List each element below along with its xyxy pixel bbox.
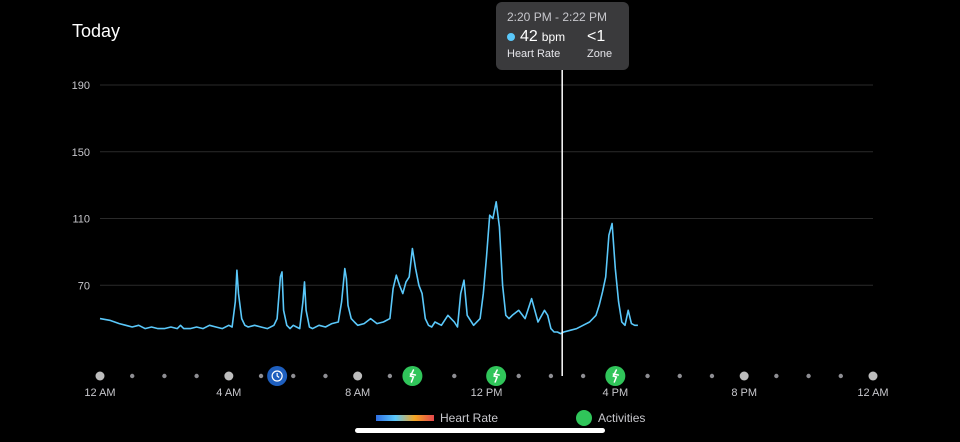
chart-legend: Heart Rate Activities xyxy=(376,410,645,426)
x-tick-label: 4 AM xyxy=(216,387,241,399)
x-tick-label: 4 PM xyxy=(602,387,628,399)
timeline-minor-dot xyxy=(452,373,457,379)
legend-heart-rate: Heart Rate xyxy=(440,411,499,425)
timeline-minor-dot xyxy=(323,373,328,379)
running-icon xyxy=(409,369,417,383)
timeline-minor-dot xyxy=(838,373,843,379)
heart-rate-line xyxy=(99,201,638,335)
timeline-minor-dot xyxy=(258,373,264,379)
tooltip-value-label: Heart Rate xyxy=(507,48,561,60)
activity-marker[interactable] xyxy=(402,366,423,386)
y-tick-label: 150 xyxy=(72,147,90,159)
page-title: Today xyxy=(72,21,121,41)
y-tick-labels: 70 110 150 190 xyxy=(72,80,90,292)
running-icon xyxy=(612,369,620,383)
x-tick-label: 8 AM xyxy=(345,387,370,399)
timeline-minor-dot xyxy=(516,373,521,379)
heart-rate-gradient-swatch xyxy=(376,415,434,421)
tooltip-zone-label: Zone xyxy=(587,48,613,60)
timeline-major-dot xyxy=(224,371,234,381)
activities-dot-icon xyxy=(576,410,593,426)
timeline xyxy=(95,366,878,386)
x-tick-label: 12 AM xyxy=(857,387,888,399)
timeline-minor-dot xyxy=(806,373,811,379)
timeline-minor-dot xyxy=(130,373,135,379)
x-tick-label: 12 PM xyxy=(471,387,503,399)
timeline-minor-dot xyxy=(548,373,554,379)
x-tick-label: 12 AM xyxy=(84,387,115,399)
clock-hands-icon xyxy=(276,373,280,378)
clock-icon xyxy=(271,370,283,382)
tooltip-time-range: 2:20 PM - 2:22 PM xyxy=(507,10,608,24)
tooltip-unit: bpm xyxy=(541,30,566,44)
legend-activities: Activities xyxy=(598,411,646,425)
activity-marker[interactable] xyxy=(486,366,507,386)
x-tick-labels: 12 AM 4 AM 8 AM 12 PM 4 PM 8 PM 12 AM xyxy=(84,387,888,399)
tooltip-zone-value: <1 xyxy=(587,28,606,45)
x-tick-label: 8 PM xyxy=(731,387,757,399)
y-tick-label: 70 xyxy=(78,280,90,292)
timeline-minor-dot xyxy=(291,373,296,379)
y-tick-label: 190 xyxy=(72,80,90,92)
timeline-minor-dot xyxy=(709,373,715,379)
timeline-minor-dot xyxy=(580,373,586,379)
y-tick-label: 110 xyxy=(72,214,90,226)
timeline-minor-dot xyxy=(387,373,393,379)
running-icon xyxy=(493,369,500,383)
timeline-minor-dot xyxy=(677,373,682,379)
timeline-minor-dot xyxy=(774,373,779,379)
timeline-major-dot xyxy=(739,371,749,381)
tooltip-value: 42 xyxy=(520,28,538,45)
timeline-major-dot xyxy=(95,371,105,381)
timeline-minor-dot xyxy=(162,373,167,379)
home-indicator[interactable] xyxy=(355,428,605,433)
activity-marker[interactable] xyxy=(605,366,626,386)
timeline-minor-dot xyxy=(645,373,650,379)
heart-rate-dot-icon xyxy=(507,33,515,41)
timeline-major-dot xyxy=(868,371,878,381)
timeline-minor-dot xyxy=(194,373,199,379)
grid-layer xyxy=(100,84,873,286)
heart-rate-tooltip: 2:20 PM - 2:22 PM 42 bpm Heart Rate <1 Z… xyxy=(496,2,629,70)
sleep-marker[interactable] xyxy=(267,366,288,386)
timeline-major-dot xyxy=(353,371,363,381)
